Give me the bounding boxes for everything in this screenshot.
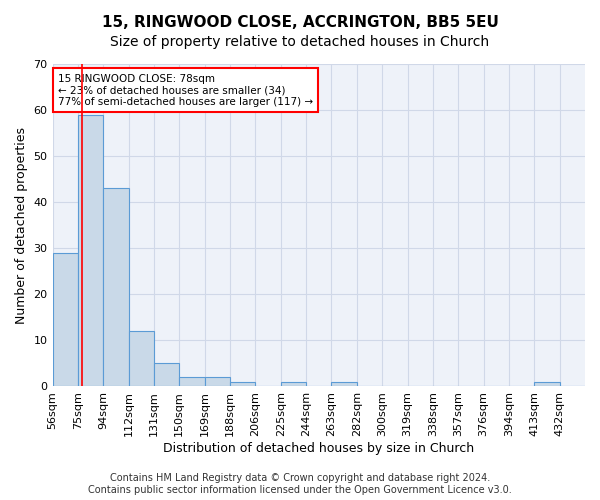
Y-axis label: Number of detached properties: Number of detached properties: [15, 126, 28, 324]
Text: Contains HM Land Registry data © Crown copyright and database right 2024.
Contai: Contains HM Land Registry data © Crown c…: [88, 474, 512, 495]
Bar: [179, 377, 205, 386]
Bar: [154, 364, 179, 386]
Bar: [53, 253, 78, 386]
Bar: [230, 382, 256, 386]
Text: 15, RINGWOOD CLOSE, ACCRINGTON, BB5 5EU: 15, RINGWOOD CLOSE, ACCRINGTON, BB5 5EU: [101, 15, 499, 30]
Bar: [281, 382, 306, 386]
Text: Size of property relative to detached houses in Church: Size of property relative to detached ho…: [110, 35, 490, 49]
Bar: [128, 331, 154, 386]
X-axis label: Distribution of detached houses by size in Church: Distribution of detached houses by size …: [163, 442, 475, 455]
Bar: [205, 377, 230, 386]
Bar: [78, 114, 103, 386]
Bar: [103, 188, 128, 386]
Bar: [331, 382, 357, 386]
Text: 15 RINGWOOD CLOSE: 78sqm
← 23% of detached houses are smaller (34)
77% of semi-d: 15 RINGWOOD CLOSE: 78sqm ← 23% of detach…: [58, 74, 313, 107]
Bar: [534, 382, 560, 386]
